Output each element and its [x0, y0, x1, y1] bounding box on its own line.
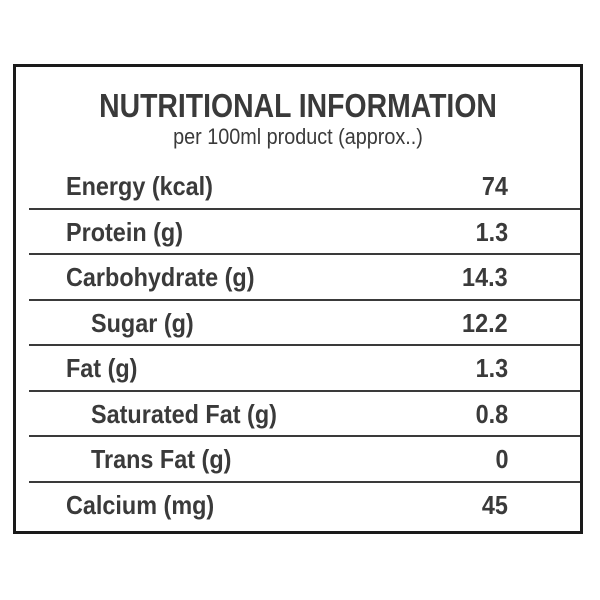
- nutrient-label: Trans Fat (g): [91, 444, 232, 474]
- nutrient-value: 1.3: [475, 216, 508, 247]
- nutrient-value: 0: [494, 444, 508, 474]
- nutrient-row-protein: Protein (g) 1.3: [29, 210, 580, 255]
- nutrient-label: Energy (kcal): [66, 171, 213, 201]
- nutrient-row-energy: Energy (kcal) 74: [29, 164, 580, 210]
- nutrient-label: Saturated Fat (g): [91, 398, 277, 429]
- nutrient-row-calcium: Calcium (mg) 45: [16, 483, 580, 529]
- nutrient-label: Carbohydrate (g): [66, 262, 255, 292]
- nutrient-row-saturated-fat: Saturated Fat (g) 0.8: [29, 392, 580, 437]
- nutrient-value: 14.3: [462, 262, 508, 292]
- nutrient-label: Calcium (mg): [66, 489, 215, 520]
- nutrient-label: Fat (g): [66, 353, 138, 383]
- nutrient-label: Protein (g): [66, 216, 183, 247]
- nutrient-value: 45: [481, 489, 508, 520]
- nutrient-value: 0.8: [475, 398, 508, 429]
- nutrient-value: 74: [481, 171, 508, 201]
- nutrient-row-carbohydrate: Carbohydrate (g) 14.3: [29, 255, 580, 301]
- nutrient-label: Sugar (g): [91, 307, 194, 338]
- panel-subtitle: per 100ml product (approx..): [173, 124, 423, 149]
- nutrient-value: 12.2: [462, 307, 508, 338]
- nutrient-table: Energy (kcal) 74 Protein (g) 1.3 Carbohy…: [16, 164, 580, 528]
- panel-title: NUTRITIONAL INFORMATION: [99, 87, 497, 124]
- nutrient-value: 1.3: [475, 353, 508, 383]
- nutrient-row-sugar: Sugar (g) 12.2: [29, 301, 580, 346]
- nutrition-panel: NUTRITIONAL INFORMATION per 100ml produc…: [13, 64, 583, 534]
- nutrient-row-trans-fat: Trans Fat (g) 0: [29, 437, 580, 483]
- nutrient-row-fat: Fat (g) 1.3: [29, 346, 580, 392]
